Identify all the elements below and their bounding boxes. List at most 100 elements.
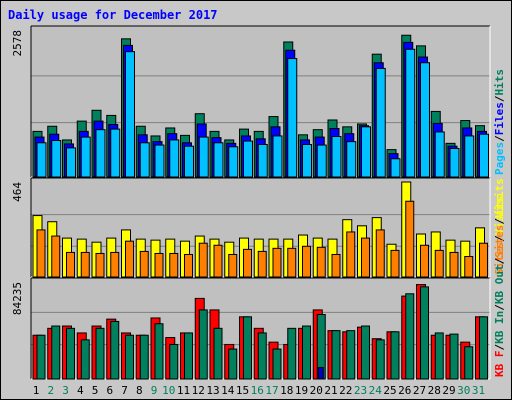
bar-kb-out	[449, 333, 459, 380]
bar-kb-out	[66, 327, 75, 380]
bar-pages	[36, 142, 47, 178]
bar-pages	[479, 133, 489, 178]
x-tick-label: 16	[251, 384, 264, 397]
bar-sites	[80, 251, 90, 278]
bar-sites	[198, 242, 208, 278]
bar-pages	[287, 58, 298, 178]
legend-entry: /	[493, 95, 506, 102]
x-tick-label: 5	[92, 384, 99, 397]
legend-entry: Hits	[493, 69, 506, 96]
legend-entry: /	[493, 304, 506, 311]
x-tick-label: 1	[33, 384, 40, 397]
bar-pages	[375, 67, 386, 178]
bar-pages	[125, 51, 135, 178]
x-tick-label: 31	[472, 384, 485, 397]
x-tick-label: 20	[310, 384, 323, 397]
bar-pages	[198, 136, 209, 178]
bar-sites	[464, 256, 474, 278]
bar-sites	[228, 253, 238, 278]
bar-pages	[257, 143, 268, 178]
bar-sites	[95, 252, 105, 278]
bar-kb-out	[420, 286, 429, 380]
x-tick-label: 22	[339, 384, 352, 397]
legend-entry: Visits	[493, 178, 506, 218]
bar-kb-out	[302, 325, 311, 380]
x-tick-label: 10	[162, 384, 175, 397]
x-tick-label: 11	[177, 384, 190, 397]
bar-sites	[66, 251, 75, 278]
bar-kb-out	[405, 293, 415, 380]
bar-sites	[287, 247, 297, 278]
bar-sites	[110, 251, 120, 278]
bar-sites	[213, 244, 223, 278]
bar-kb-out	[36, 334, 46, 380]
bar-sites	[405, 200, 415, 278]
legend-hits-files-pages: Pages/Files/Hits	[493, 69, 506, 175]
bar-kb-out	[243, 316, 252, 380]
x-tick-label: 27	[413, 384, 426, 397]
bar-pages	[154, 144, 165, 178]
legend-entry: Files	[493, 102, 506, 135]
bar-pages	[302, 143, 312, 178]
x-tick-label: 7	[121, 384, 128, 397]
x-tick-label: 6	[106, 384, 113, 397]
bar-kb-out	[80, 339, 90, 380]
bar-pages	[184, 145, 194, 178]
chart-panel-3	[30, 277, 491, 380]
x-tick-label: 25	[383, 384, 396, 397]
x-tick-label: 12	[192, 384, 205, 397]
bar-kb-out	[375, 339, 385, 380]
legend-entry: /	[493, 235, 506, 242]
bar-sites	[125, 240, 134, 278]
bar-kb-out	[184, 332, 193, 380]
bar-pages	[361, 126, 371, 178]
bar-sites	[361, 237, 370, 278]
bar-pages	[449, 147, 460, 178]
legend-kbytes: KB F/KB In/KB Out/Sites/Visits	[493, 178, 506, 377]
legend-entry: Visits	[493, 196, 506, 236]
bar-pages	[272, 135, 283, 178]
bar-sites	[390, 249, 400, 278]
bar-kb-out	[110, 320, 120, 380]
bar-sites	[316, 246, 326, 278]
x-tick-label: 29	[442, 384, 455, 397]
bar-kb-out	[51, 325, 61, 380]
bar-sites	[36, 229, 46, 278]
y-max-label-hits: 2578	[11, 30, 24, 57]
x-tick-label: 9	[151, 384, 158, 397]
bar-pages	[390, 158, 401, 178]
bar-pages	[110, 128, 121, 178]
legend-visits-sites: Sites/Visits	[493, 196, 506, 276]
legend-entry: Sites	[493, 225, 506, 258]
bar-pages	[420, 62, 430, 178]
bar-sites	[346, 231, 356, 278]
x-tick-label: 3	[62, 384, 69, 397]
x-tick-label: 17	[265, 384, 278, 397]
bar-pages	[464, 135, 475, 178]
x-tick-label: 8	[136, 384, 143, 397]
bar-pages	[316, 144, 327, 178]
bar-kb-out	[390, 331, 400, 380]
bar-pages	[80, 136, 91, 178]
legend-entry: KB Out	[493, 264, 506, 304]
bar-sites	[154, 252, 164, 278]
bar-kb-out	[139, 334, 149, 380]
legend-entry: /	[493, 257, 506, 264]
x-tick-label: 21	[324, 384, 337, 397]
legend-entry: KB F	[493, 351, 506, 378]
bar-kb-out	[287, 327, 297, 380]
bar-kb-out	[272, 348, 282, 380]
x-tick-label: 18	[280, 384, 293, 397]
bar-pages	[434, 131, 445, 178]
bar-pages	[346, 141, 357, 178]
bar-kb-out	[479, 316, 488, 380]
y-max-label-visits: 464	[11, 182, 24, 202]
bar-kb-out	[213, 327, 223, 380]
bar-sites	[302, 245, 311, 278]
bar-sites	[449, 251, 459, 278]
bar-kb-out	[169, 343, 179, 380]
bar-kb-out	[434, 332, 444, 380]
bar-pages	[228, 146, 239, 178]
bar-kb-out	[361, 325, 370, 380]
bar-pages	[243, 140, 253, 178]
